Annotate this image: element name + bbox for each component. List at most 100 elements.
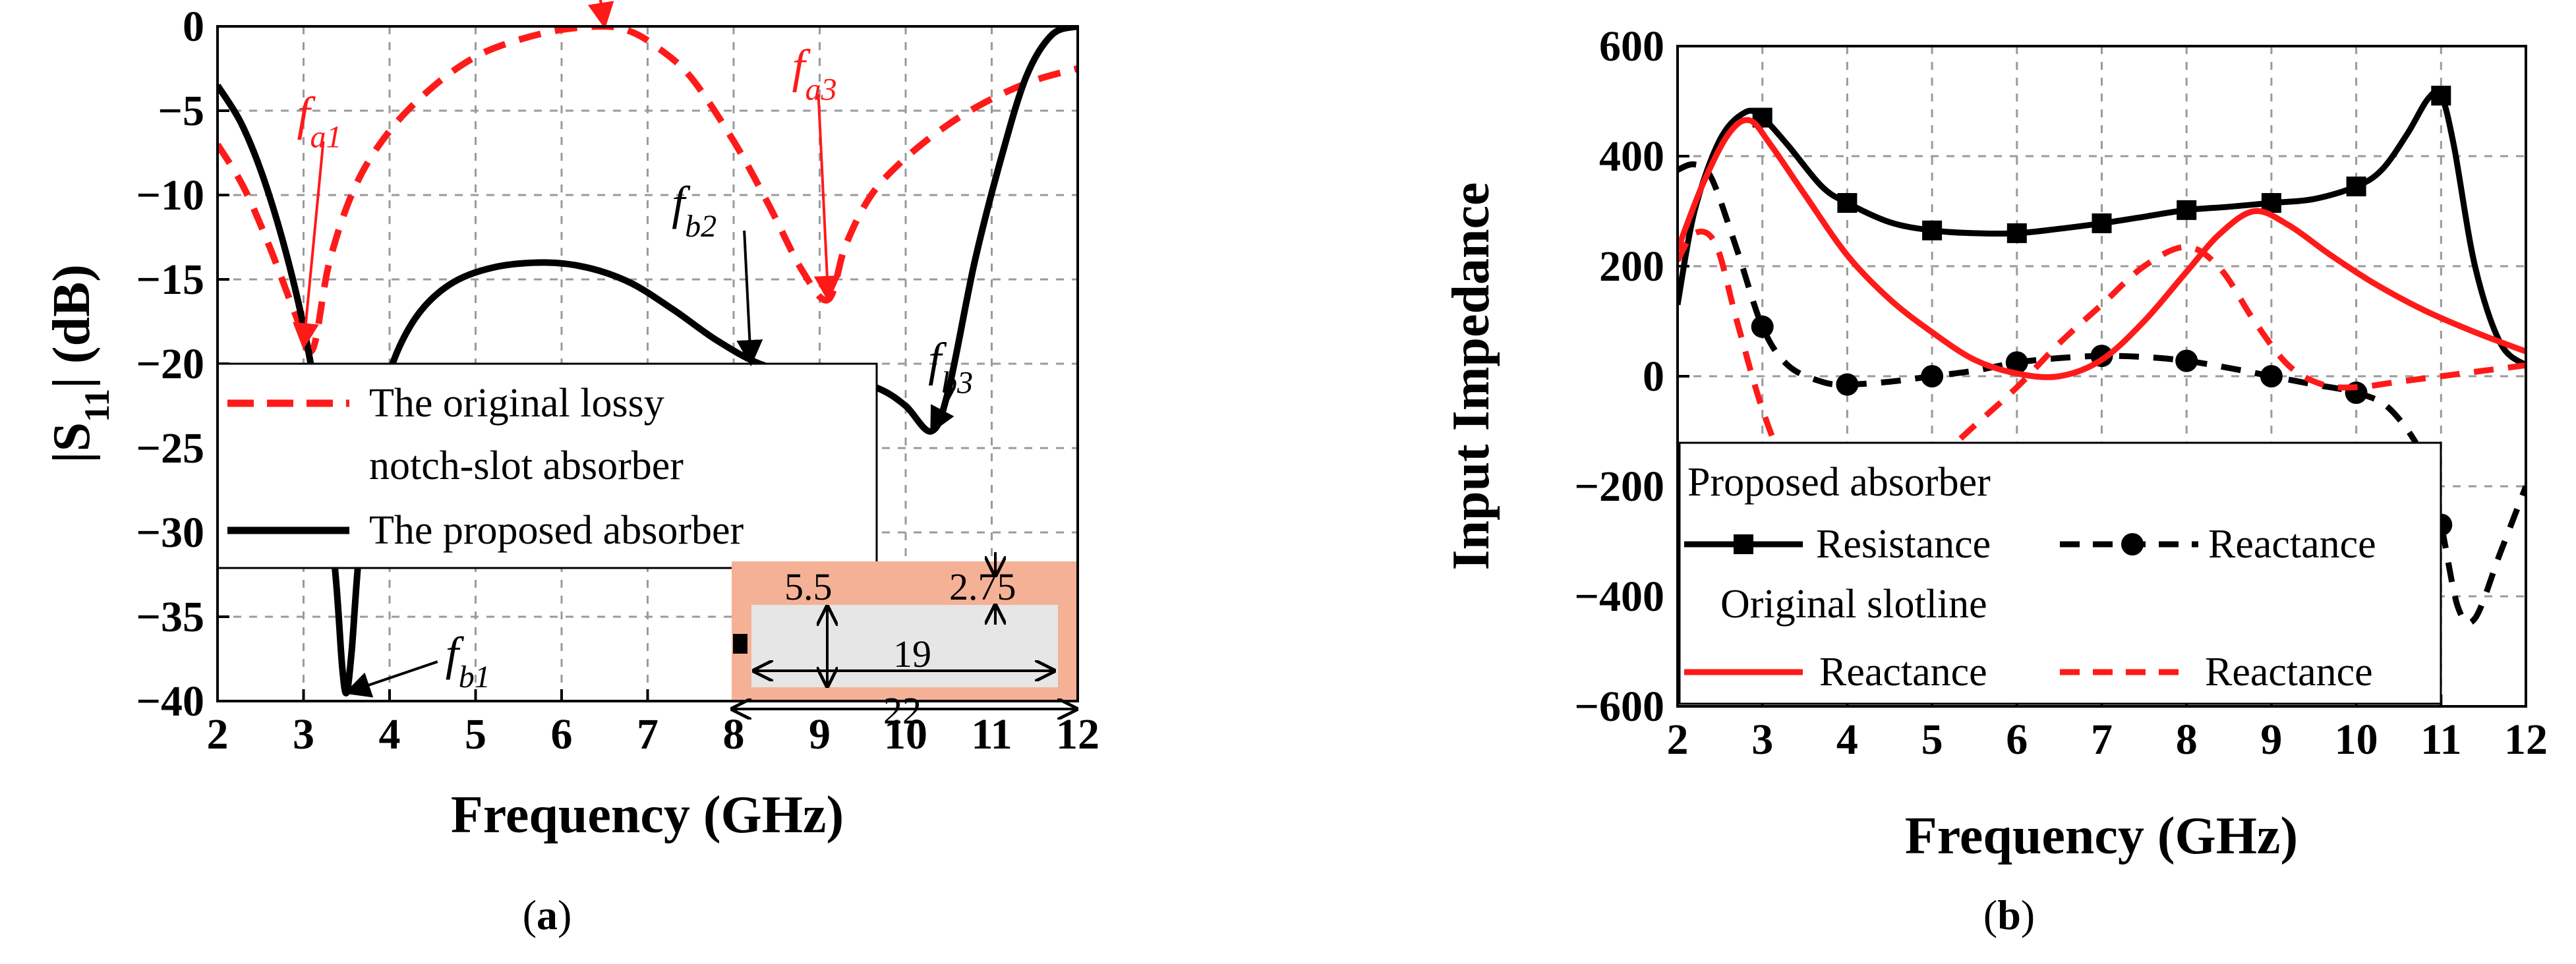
dim-2-75: 2.75 — [949, 565, 1016, 608]
x-tick-label: 4 — [379, 710, 401, 758]
panel-b: 2 3 4 5 6 7 8 9 10 11 12 600 400 200 0 −200 −400 −600 Pro… — [1442, 22, 2548, 938]
y-tick-label: −10 — [136, 171, 204, 219]
x-tick-label: 12 — [2504, 716, 2548, 764]
x-tick-label: 4 — [1836, 716, 1858, 764]
y-tick-label: 600 — [1599, 22, 1664, 71]
panel-a-x-axis-label: Frequency (GHz) — [451, 786, 844, 844]
annotation-label-b1: fb1 — [446, 627, 490, 694]
annotation-f-b2: fb2 — [672, 177, 763, 366]
x-tick-label: 9 — [809, 710, 831, 758]
y-tick-label: −35 — [136, 593, 204, 641]
data-point-circle — [1836, 373, 1859, 396]
legend-group-original: Original slotline — [1720, 582, 1987, 627]
y-tick-label: 0 — [1643, 353, 1664, 401]
panel-b-plot-frame — [1676, 45, 2527, 708]
x-tick-label: 10 — [2335, 716, 2378, 764]
y-label-part-1: |S — [43, 422, 101, 463]
legend-label-reactance-red-solid: Reactance — [1819, 650, 1987, 695]
legend-marker-square — [1734, 534, 1753, 554]
legend-label-reactance-red-dashed: Reactance — [2205, 650, 2373, 695]
x-tick-label: 2 — [1667, 716, 1689, 764]
dim-5-5: 5.5 — [784, 565, 833, 608]
panel-a: 2 3 4 5 6 7 8 9 10 11 120−5−10−15−20−25−30−35−40 T… — [43, 0, 1099, 938]
y-tick-label: −40 — [136, 677, 204, 725]
y-tick-label: −5 — [158, 87, 204, 135]
dim-19: 19 — [893, 633, 931, 675]
data-point-square — [1837, 192, 1858, 213]
x-tick-label: 11 — [2420, 716, 2461, 764]
y-tick-label: 200 — [1599, 242, 1664, 291]
panel-b-series — [1678, 86, 2526, 626]
y-tick-label: −20 — [136, 340, 204, 388]
panel-b-y-axis-label: Input Impedance — [1442, 182, 1500, 570]
x-tick-label: 7 — [637, 710, 659, 758]
x-tick-label: 7 — [2091, 716, 2113, 764]
panel-b-caption: (b) — [1983, 892, 2035, 938]
panel-a-plot-frame — [216, 25, 1079, 702]
caption-a-open: ( — [523, 892, 537, 938]
data-point-square — [2346, 176, 2366, 196]
panel-b-tick-labels: 2 3 4 5 6 7 8 9 10 11 12 600 400 200 0 −200 −400 −600 — [1574, 22, 2548, 764]
data-point-square — [1922, 220, 1943, 241]
annotation-label-b3: fb3 — [928, 333, 973, 400]
panel-b-legend: Proposed absorber Resistance Reactance O… — [1678, 441, 2442, 705]
annotation-arrow-a1 — [293, 141, 325, 350]
caption-b-close: ) — [2021, 892, 2035, 938]
series-line-original-slotline-reactance-dashed — [1678, 228, 2526, 518]
data-point-square — [2431, 86, 2451, 106]
series-line-original-slotline-reactance-solid — [1678, 117, 2526, 380]
y-tick-label: 0 — [183, 3, 204, 51]
legend-label-proposed: The proposed absorber — [369, 508, 744, 553]
x-tick-label: 6 — [2006, 716, 2028, 764]
data-point-circle — [2175, 349, 2198, 372]
y-tick-label: −400 — [1574, 573, 1664, 621]
annotation-arrow-b2 — [736, 230, 763, 366]
legend-label-original-1: The original lossy — [369, 381, 664, 426]
panel-b-x-axis-label: Frequency (GHz) — [1905, 807, 2298, 865]
panel-a-y-axis-label: |S11| (dB) — [43, 264, 117, 463]
y-tick-label: −25 — [136, 424, 204, 472]
data-point-circle — [1921, 365, 1944, 387]
x-tick-label: 12 — [1056, 710, 1099, 758]
y-tick-label: −600 — [1574, 683, 1664, 731]
x-tick-label: 5 — [465, 710, 486, 758]
x-tick-label: 6 — [551, 710, 573, 758]
annotation-arrow-b1 — [343, 660, 438, 698]
data-point-square — [2006, 223, 2027, 243]
panel-a-caption: (a) — [523, 892, 572, 938]
dim-22: 22 — [883, 689, 922, 732]
x-tick-label: 5 — [1921, 716, 1943, 764]
annotation-f-b3: fb3 — [928, 333, 973, 434]
annotation-arrow-b3 — [930, 386, 956, 434]
y-label-sub: 11 — [77, 389, 117, 422]
legend-marker-circle — [2121, 533, 2144, 555]
x-tick-label: 3 — [1751, 716, 1773, 764]
data-point-circle — [2260, 365, 2283, 387]
data-point-square — [2092, 213, 2112, 233]
x-tick-label: 9 — [2260, 716, 2282, 764]
caption-b-open: ( — [1983, 892, 1997, 938]
annotation-label-b2: fb2 — [672, 177, 717, 244]
caption-a-letter: a — [537, 892, 558, 938]
caption-a-close: ) — [558, 892, 571, 938]
x-tick-label: 8 — [723, 710, 745, 758]
y-label-part-2: | (dB) — [43, 264, 101, 389]
legend-label-reactance-black: Reactance — [2208, 522, 2376, 567]
annotation-f-a3: fa3 — [792, 40, 840, 302]
data-point-circle — [2005, 351, 2028, 374]
data-point-square — [2177, 200, 2197, 220]
caption-b-letter: b — [1997, 892, 2021, 938]
annotation-label-a3: fa3 — [792, 40, 837, 107]
y-tick-label: −30 — [136, 509, 204, 557]
panel-a-legend: The original lossy notch-slot absorber T… — [216, 362, 878, 569]
legend-group-proposed: Proposed absorber — [1687, 460, 1991, 505]
x-tick-label: 2 — [207, 710, 229, 758]
legend-label-original-2: notch-slot absorber — [369, 443, 684, 488]
y-tick-label: −15 — [136, 256, 204, 304]
annotation-arrow-a2 — [587, 0, 614, 29]
legend-label-resistance: Resistance — [1816, 522, 1991, 567]
annotation-arrow-a3 — [813, 94, 840, 302]
panel-b-legend-box — [1678, 441, 2442, 705]
panel-a-inset: 5.5 2.75 19 22 — [732, 552, 1078, 732]
